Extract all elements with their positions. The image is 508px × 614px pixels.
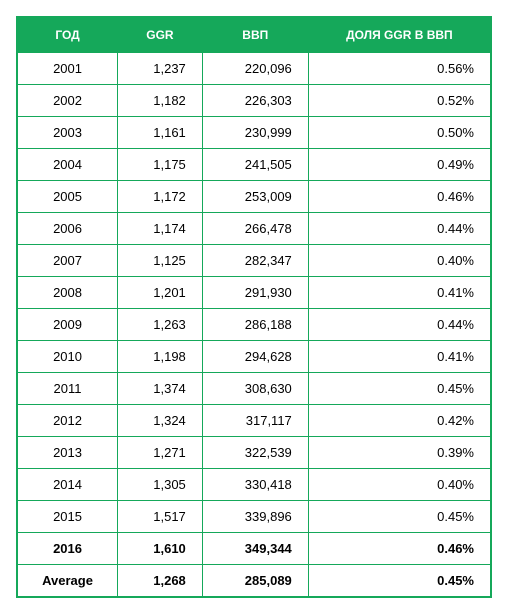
cell-share: 0.49% [308, 149, 491, 181]
cell-vvp: 291,930 [202, 277, 308, 309]
cell-share: 0.42% [308, 405, 491, 437]
cell-vvp: 322,539 [202, 437, 308, 469]
table-row: 20061,174266,4780.44% [17, 213, 491, 245]
cell-year: 2012 [17, 405, 118, 437]
cell-year: 2007 [17, 245, 118, 277]
cell-vvp: 253,009 [202, 181, 308, 213]
cell-ggr: 1,263 [118, 309, 203, 341]
table-row: 20071,125282,3470.40% [17, 245, 491, 277]
cell-year: 2004 [17, 149, 118, 181]
table-row: 20041,175241,5050.49% [17, 149, 491, 181]
cell-share: 0.46% [308, 533, 491, 565]
cell-share: 0.45% [308, 565, 491, 598]
cell-vvp: 286,188 [202, 309, 308, 341]
cell-year: 2013 [17, 437, 118, 469]
cell-year: 2005 [17, 181, 118, 213]
cell-year: 2010 [17, 341, 118, 373]
cell-share: 0.44% [308, 309, 491, 341]
cell-ggr: 1,172 [118, 181, 203, 213]
table-body: 20011,237220,0960.56%20021,182226,3030.5… [17, 53, 491, 598]
cell-vvp: 349,344 [202, 533, 308, 565]
cell-share: 0.50% [308, 117, 491, 149]
cell-share: 0.52% [308, 85, 491, 117]
cell-year: 2001 [17, 53, 118, 85]
cell-ggr: 1,175 [118, 149, 203, 181]
cell-ggr: 1,182 [118, 85, 203, 117]
cell-year: Average [17, 565, 118, 598]
cell-vvp: 317,117 [202, 405, 308, 437]
cell-year: 2002 [17, 85, 118, 117]
cell-ggr: 1,198 [118, 341, 203, 373]
cell-share: 0.40% [308, 245, 491, 277]
table-row: 20161,610349,3440.46% [17, 533, 491, 565]
cell-year: 2014 [17, 469, 118, 501]
table-header: ГОДGGRВВПДОЛЯ GGR В ВВП [17, 17, 491, 53]
cell-vvp: 266,478 [202, 213, 308, 245]
cell-vvp: 294,628 [202, 341, 308, 373]
cell-year: 2003 [17, 117, 118, 149]
cell-year: 2011 [17, 373, 118, 405]
data-table: ГОДGGRВВПДОЛЯ GGR В ВВП 20011,237220,096… [16, 16, 492, 598]
cell-share: 0.39% [308, 437, 491, 469]
table-row: 20021,182226,3030.52% [17, 85, 491, 117]
cell-share: 0.44% [308, 213, 491, 245]
cell-vvp: 220,096 [202, 53, 308, 85]
cell-vvp: 226,303 [202, 85, 308, 117]
table-row: 20121,324317,1170.42% [17, 405, 491, 437]
table-row: 20141,305330,4180.40% [17, 469, 491, 501]
cell-vvp: 308,630 [202, 373, 308, 405]
cell-ggr: 1,268 [118, 565, 203, 598]
cell-year: 2006 [17, 213, 118, 245]
col-header-3: ДОЛЯ GGR В ВВП [308, 17, 491, 53]
table-row: 20091,263286,1880.44% [17, 309, 491, 341]
cell-vvp: 330,418 [202, 469, 308, 501]
cell-ggr: 1,201 [118, 277, 203, 309]
cell-ggr: 1,517 [118, 501, 203, 533]
cell-vvp: 282,347 [202, 245, 308, 277]
cell-year: 2015 [17, 501, 118, 533]
cell-share: 0.56% [308, 53, 491, 85]
col-header-0: ГОД [17, 17, 118, 53]
cell-year: 2016 [17, 533, 118, 565]
table-row: 20081,201291,9300.41% [17, 277, 491, 309]
cell-share: 0.45% [308, 501, 491, 533]
table-row: Average1,268285,0890.45% [17, 565, 491, 598]
table-row: 20151,517339,8960.45% [17, 501, 491, 533]
cell-vvp: 230,999 [202, 117, 308, 149]
col-header-2: ВВП [202, 17, 308, 53]
table-row: 20131,271322,5390.39% [17, 437, 491, 469]
cell-ggr: 1,125 [118, 245, 203, 277]
cell-ggr: 1,610 [118, 533, 203, 565]
cell-year: 2008 [17, 277, 118, 309]
cell-vvp: 339,896 [202, 501, 308, 533]
table-row: 20031,161230,9990.50% [17, 117, 491, 149]
cell-share: 0.46% [308, 181, 491, 213]
cell-ggr: 1,161 [118, 117, 203, 149]
table-row: 20011,237220,0960.56% [17, 53, 491, 85]
cell-share: 0.40% [308, 469, 491, 501]
cell-share: 0.41% [308, 277, 491, 309]
cell-ggr: 1,374 [118, 373, 203, 405]
cell-ggr: 1,237 [118, 53, 203, 85]
col-header-1: GGR [118, 17, 203, 53]
cell-vvp: 241,505 [202, 149, 308, 181]
cell-ggr: 1,305 [118, 469, 203, 501]
cell-share: 0.45% [308, 373, 491, 405]
table-row: 20101,198294,6280.41% [17, 341, 491, 373]
cell-ggr: 1,271 [118, 437, 203, 469]
cell-share: 0.41% [308, 341, 491, 373]
cell-ggr: 1,324 [118, 405, 203, 437]
cell-ggr: 1,174 [118, 213, 203, 245]
cell-vvp: 285,089 [202, 565, 308, 598]
cell-year: 2009 [17, 309, 118, 341]
table-row: 20111,374308,6300.45% [17, 373, 491, 405]
table-row: 20051,172253,0090.46% [17, 181, 491, 213]
